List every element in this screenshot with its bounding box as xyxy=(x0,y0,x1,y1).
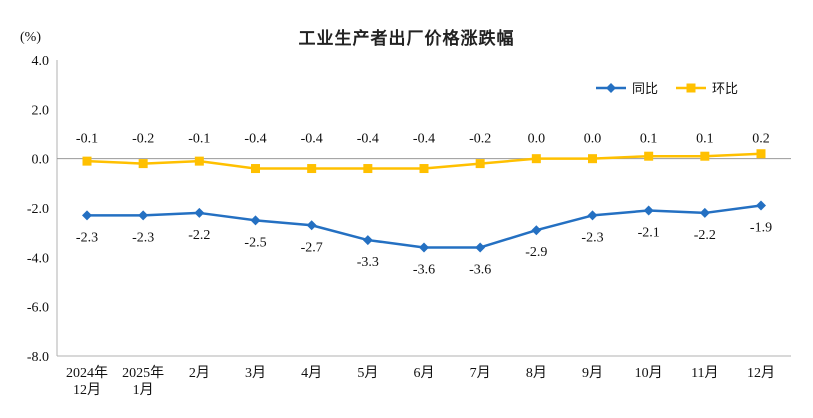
data-label-mom: 0.1 xyxy=(640,132,658,147)
y-axis-tick-label: -6.0 xyxy=(27,301,49,316)
data-point-square xyxy=(194,156,204,166)
data-point-diamond xyxy=(756,200,766,211)
data-point-diamond xyxy=(419,242,429,253)
data-point-square xyxy=(82,156,92,166)
y-axis-tick-label: 4.0 xyxy=(32,54,50,69)
data-point-square xyxy=(686,83,696,93)
data-point-square xyxy=(756,149,766,159)
x-axis-tick-label: 3月 xyxy=(245,365,266,381)
x-axis-tick-label: 5月 xyxy=(357,365,378,381)
y-axis-tick-label: -8.0 xyxy=(27,350,49,365)
data-label-mom: -0.2 xyxy=(132,132,154,147)
y-axis-tick-label: 0.0 xyxy=(32,153,50,168)
data-label-yoy: -2.5 xyxy=(244,235,266,250)
data-label-mom: 0.1 xyxy=(696,132,714,147)
x-axis-tick-label: 8月 xyxy=(526,365,547,381)
legend-label-mom: 环比 xyxy=(712,81,738,96)
data-label-mom: -0.4 xyxy=(357,132,379,147)
data-label-mom: -0.1 xyxy=(76,132,98,147)
data-point-square xyxy=(644,151,654,161)
y-axis-unit-label: (%) xyxy=(20,30,41,45)
series-yoy: -2.3 -2.3 -2.2 -2.5 -2.7 -3.3 -3.6 -3.6 -2.9 -2.3… xyxy=(76,200,772,277)
x-axis-tick-label: 2025年 1月 xyxy=(122,365,164,398)
y-axis-tick-label: -4.0 xyxy=(27,251,49,266)
x-axis-tick-label: 7月 xyxy=(470,365,491,381)
x-axis-tick-label: 9月 xyxy=(582,365,603,381)
data-point-square xyxy=(588,154,597,164)
x-axis-tick-label: 4月 xyxy=(301,365,322,381)
data-point-diamond xyxy=(138,210,149,221)
data-label-mom: 0.0 xyxy=(584,132,602,147)
data-point-diamond xyxy=(587,210,598,221)
series-mom: -0.1 -0.2 -0.1 -0.4 -0.4 -0.4 -0.4 -0.2 0.0 0.0 0.… xyxy=(76,132,770,174)
y-axis-tick-label: 2.0 xyxy=(32,103,50,118)
data-point-square xyxy=(475,159,485,169)
x-axis-tick-label: 6月 xyxy=(414,365,435,381)
x-axis-tick-label: 11月 xyxy=(691,365,718,381)
data-label-mom: -0.2 xyxy=(469,132,491,147)
data-label-yoy: -3.6 xyxy=(413,262,435,277)
legend-item-yoy: 同比 xyxy=(596,81,658,96)
data-point-square xyxy=(138,159,148,169)
data-label-mom: -0.4 xyxy=(244,132,266,147)
data-label-yoy: -2.3 xyxy=(132,230,154,245)
data-label-yoy: -2.9 xyxy=(525,245,547,260)
legend-item-mom: 环比 xyxy=(676,81,738,96)
data-label-yoy: -2.7 xyxy=(301,240,323,255)
data-point-diamond xyxy=(475,242,486,253)
data-label-mom: 0.0 xyxy=(528,132,546,147)
y-axis-tick-label: -2.0 xyxy=(27,202,49,217)
data-point-square xyxy=(251,164,260,174)
legend-label-yoy: 同比 xyxy=(632,81,658,96)
data-label-yoy: -1.9 xyxy=(750,221,772,236)
data-label-yoy: -2.3 xyxy=(581,230,603,245)
x-axis-tick-label: 2月 xyxy=(189,365,210,381)
data-point-diamond xyxy=(606,83,616,93)
data-point-diamond xyxy=(82,210,92,221)
data-point-diamond xyxy=(643,205,654,216)
data-point-diamond xyxy=(250,215,261,226)
data-label-mom: 0.2 xyxy=(752,132,770,147)
data-point-diamond xyxy=(699,207,710,218)
data-point-square xyxy=(307,164,317,174)
data-point-diamond xyxy=(362,235,373,246)
data-label-mom: -0.1 xyxy=(188,132,210,147)
data-label-yoy: -3.6 xyxy=(469,262,491,277)
data-point-square xyxy=(419,164,429,174)
x-axis-tick-label: 12月 xyxy=(747,365,775,381)
data-point-square xyxy=(700,151,710,161)
data-label-mom: -0.4 xyxy=(301,132,323,147)
data-label-yoy: -2.1 xyxy=(638,225,660,240)
data-point-diamond xyxy=(194,207,205,218)
x-axis-tick-label: 2024年 12月 xyxy=(66,365,108,398)
data-point-square xyxy=(531,154,541,164)
data-label-yoy: -3.3 xyxy=(357,255,379,270)
data-point-diamond xyxy=(306,220,317,231)
data-label-yoy: -2.2 xyxy=(694,228,716,243)
x-axis-tick-label: 10月 xyxy=(635,365,663,381)
data-label-mom: -0.4 xyxy=(413,132,435,147)
data-point-square xyxy=(363,164,373,174)
data-point-diamond xyxy=(531,225,542,236)
chart-title: 工业生产者出厂价格涨跌幅 xyxy=(298,29,515,48)
data-label-yoy: -2.3 xyxy=(76,230,98,245)
data-label-yoy: -2.2 xyxy=(188,228,210,243)
